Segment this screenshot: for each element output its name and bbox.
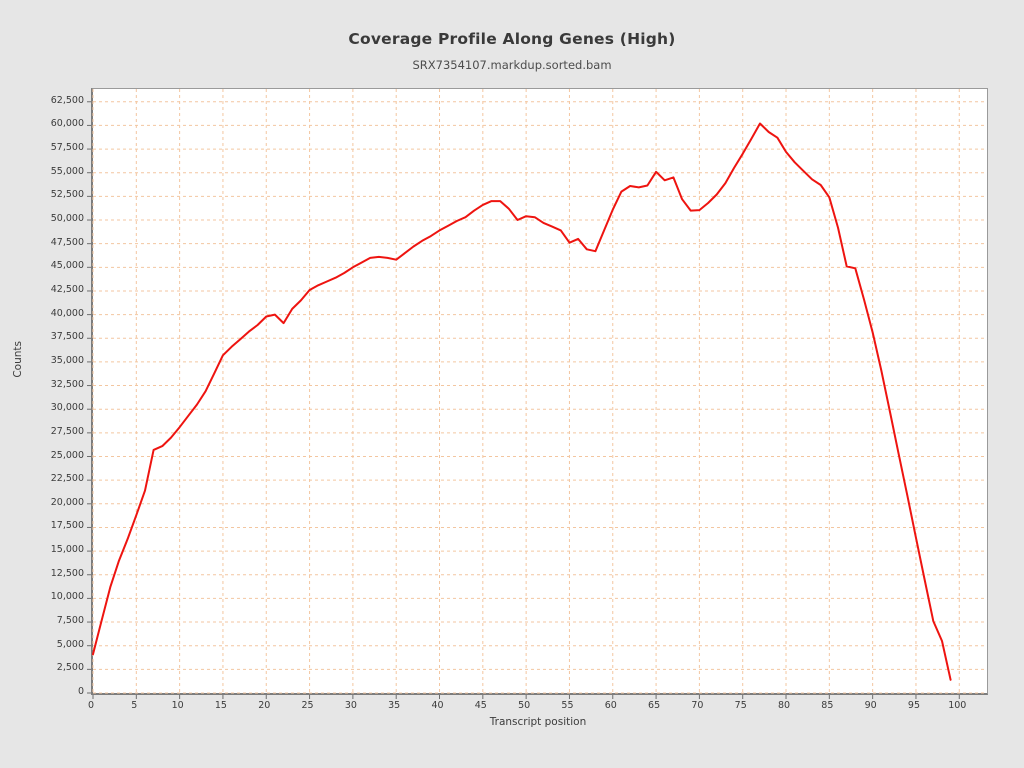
y-tick-label: 30,000 xyxy=(50,402,84,414)
x-tick-label: 80 xyxy=(777,700,791,711)
x-tick-label: 60 xyxy=(604,700,617,711)
x-tick-label: 25 xyxy=(301,700,314,711)
x-tick-label: 95 xyxy=(907,700,920,711)
x-tick-label: 5 xyxy=(131,700,138,711)
x-tick-label: 35 xyxy=(388,700,401,711)
y-axis-title: Counts xyxy=(12,341,24,378)
y-tick-label: 37,500 xyxy=(50,331,84,343)
y-tick-label: 40,000 xyxy=(50,307,84,319)
x-tick-label: 90 xyxy=(864,700,877,711)
y-tick-label: 22,500 xyxy=(50,473,84,485)
y-tick-label: 10,000 xyxy=(50,591,84,603)
x-tick-label: 75 xyxy=(734,700,747,711)
y-tick-label: 60,000 xyxy=(50,118,84,130)
chart-title: Coverage Profile Along Genes (High) xyxy=(348,30,676,48)
x-tick-label: 0 xyxy=(87,700,95,711)
y-tick-label: 35,000 xyxy=(50,354,84,366)
x-tick-label: 50 xyxy=(518,700,531,711)
x-tick-label: 15 xyxy=(214,700,227,711)
y-tick-label: 47,500 xyxy=(50,236,84,248)
y-tick-label: 45,000 xyxy=(50,260,84,272)
y-tick-label: 0 xyxy=(77,686,84,697)
y-tick-label: 50,000 xyxy=(50,213,84,225)
y-tick-label: 25,000 xyxy=(50,449,84,461)
y-tick-label: 55,000 xyxy=(50,165,84,177)
x-tick-label: 70 xyxy=(691,700,704,711)
x-tick-label: 20 xyxy=(258,700,271,711)
y-tick-label: 2,500 xyxy=(56,662,84,674)
x-tick-label: 10 xyxy=(171,700,184,711)
chart-subtitle: SRX7354107.markdup.sorted.bam xyxy=(412,58,612,72)
y-tick-label: 57,500 xyxy=(50,142,84,154)
y-tick-label: 17,500 xyxy=(50,520,84,532)
x-tick-label: 65 xyxy=(648,700,661,711)
y-tick-label: 7,500 xyxy=(56,615,84,627)
y-tick-label: 12,500 xyxy=(50,567,84,579)
y-tick-label: 5,000 xyxy=(56,638,84,650)
x-tick-label: 100 xyxy=(948,700,967,711)
x-axis-title: Transcript position xyxy=(489,716,587,728)
coverage-line-plot xyxy=(87,89,987,699)
x-tick-label: 85 xyxy=(821,700,834,711)
y-tick-label: 52,500 xyxy=(50,189,84,201)
x-tick-label: 55 xyxy=(561,700,574,711)
y-tick-label: 27,500 xyxy=(50,425,84,437)
plot-area xyxy=(87,88,988,699)
y-tick-label: 62,500 xyxy=(50,94,84,106)
x-tick-label: 30 xyxy=(344,700,357,711)
x-tick-label: 40 xyxy=(431,700,444,711)
y-tick-label: 15,000 xyxy=(50,544,84,556)
x-tick-label: 45 xyxy=(474,700,487,711)
y-tick-label: 42,500 xyxy=(50,283,84,295)
y-tick-label: 32,500 xyxy=(50,378,84,390)
y-tick-label: 20,000 xyxy=(50,496,84,508)
